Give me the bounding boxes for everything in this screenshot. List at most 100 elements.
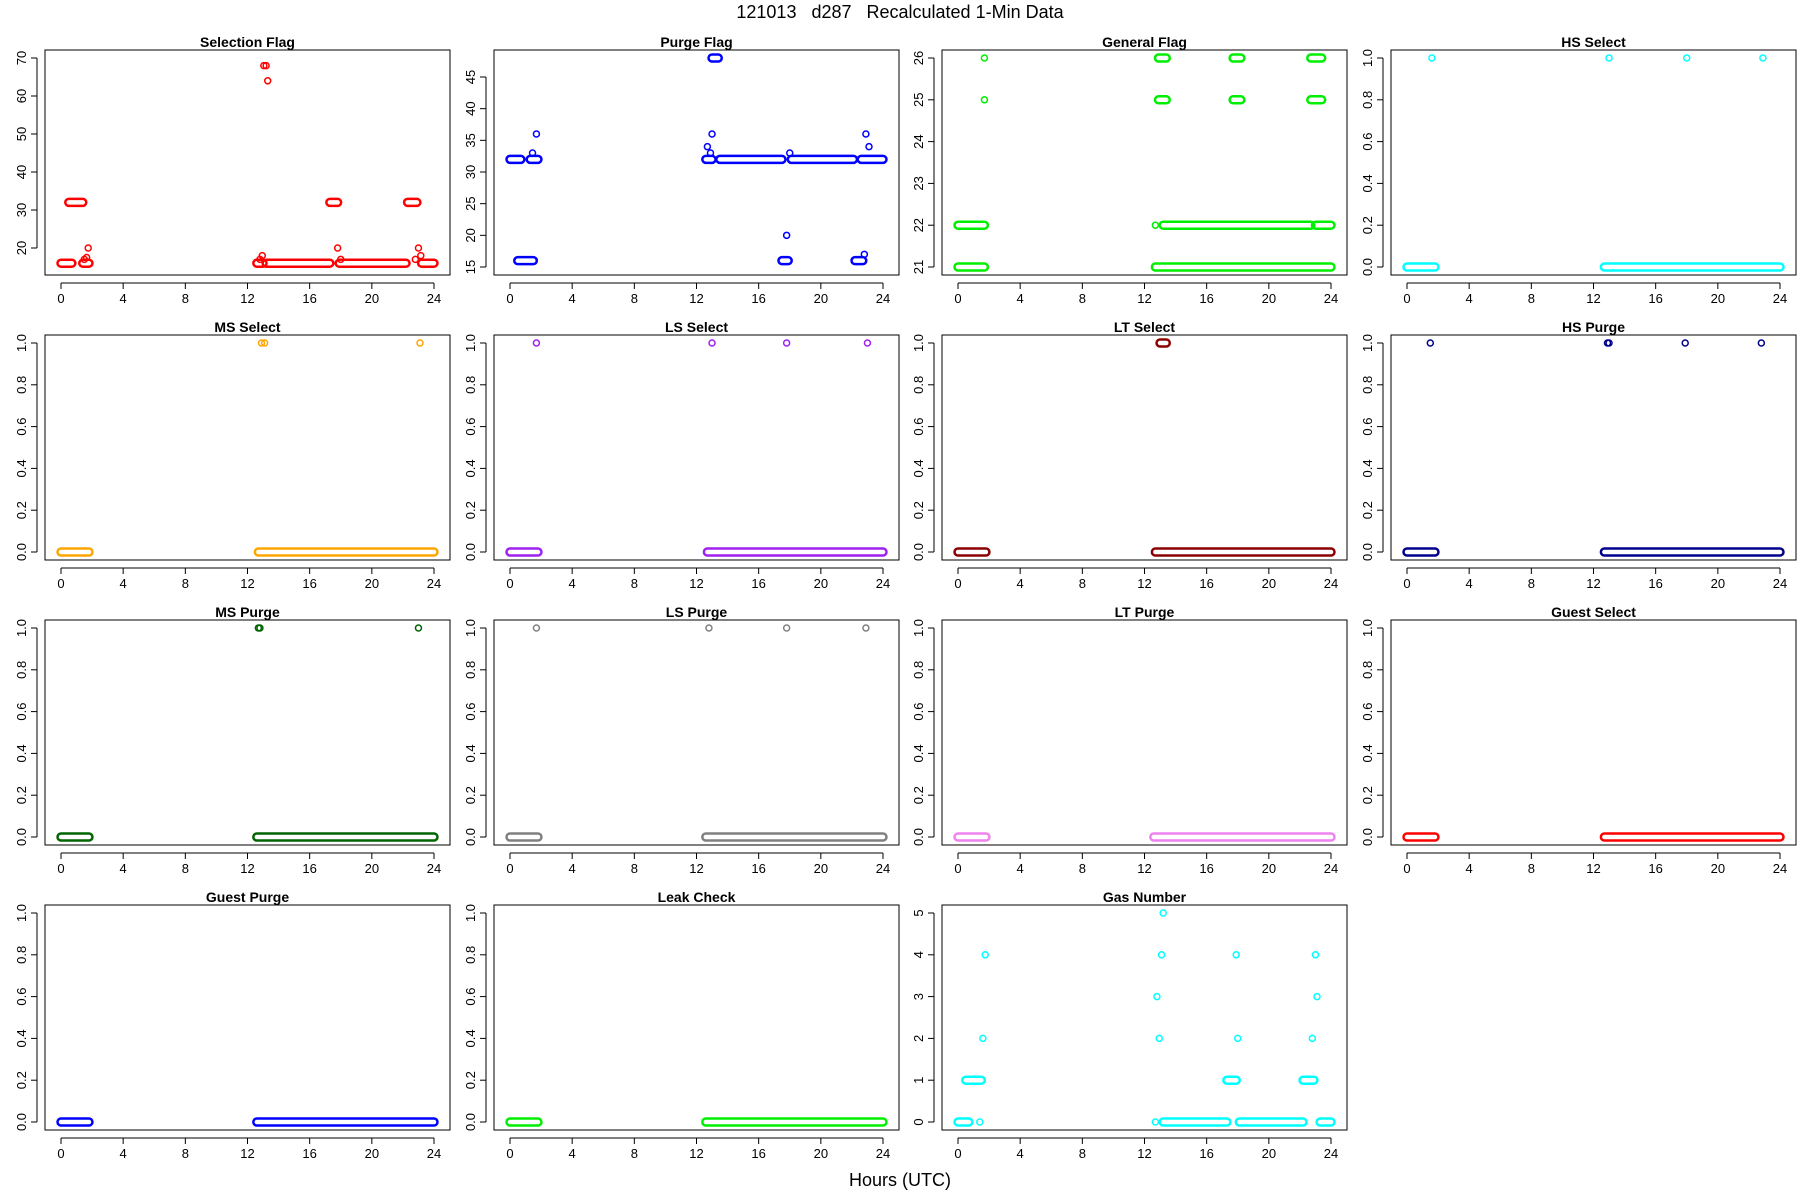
x-tick-label: 20 bbox=[1262, 1146, 1276, 1161]
y-tick-label: 1.0 bbox=[911, 334, 926, 352]
y-tick-label: 0.0 bbox=[463, 543, 478, 561]
panel-selection-flag: Selection Flag 0 4 8 12 16 20 24 20 30 40 50 60 70 bbox=[14, 34, 451, 306]
data-run bbox=[701, 832, 888, 842]
y-tick-label: 3 bbox=[911, 993, 926, 1000]
y-tick-label: 0.6 bbox=[14, 703, 29, 721]
data-run bbox=[953, 262, 990, 272]
x-tick-label: 8 bbox=[1079, 291, 1086, 306]
data-point bbox=[1681, 339, 1689, 347]
x-tick-label: 12 bbox=[1137, 291, 1151, 306]
x-tick-label: 0 bbox=[57, 861, 64, 876]
y-tick-label: 1.0 bbox=[14, 334, 29, 352]
y-tick-label: 1.0 bbox=[1360, 49, 1375, 67]
x-tick-label: 20 bbox=[365, 291, 379, 306]
data-point bbox=[703, 142, 712, 151]
panel-ms-select: MS Select 0 4 8 12 16 20 24 0.0 0.2 0.4 0.6 0.8 1.0 bbox=[14, 319, 451, 591]
x-tick-label: 24 bbox=[876, 861, 890, 876]
y-tick-label: 70 bbox=[14, 51, 29, 65]
panel-title: LS Select bbox=[665, 319, 728, 335]
x-tick-label: 4 bbox=[569, 576, 576, 591]
data-run bbox=[1222, 1075, 1241, 1085]
data-run bbox=[702, 547, 888, 557]
y-tick-label: 0.8 bbox=[463, 946, 478, 964]
data-run bbox=[505, 547, 543, 557]
data-run bbox=[64, 197, 88, 208]
data-point bbox=[1313, 992, 1321, 1001]
data-point bbox=[980, 54, 989, 62]
data-run bbox=[850, 255, 868, 266]
x-tick-label: 20 bbox=[365, 861, 379, 876]
y-tick-label: 20 bbox=[14, 241, 29, 255]
data-run bbox=[777, 255, 793, 266]
data-point bbox=[1605, 339, 1613, 347]
plot-frame bbox=[941, 904, 1348, 1131]
x-tick-label: 20 bbox=[365, 576, 379, 591]
data-run bbox=[1310, 220, 1336, 230]
y-tick-label: 1.0 bbox=[14, 619, 29, 637]
x-tick-label: 12 bbox=[689, 861, 703, 876]
panel-title: Purge Flag bbox=[660, 34, 732, 50]
x-tick-label: 16 bbox=[751, 291, 765, 306]
y-tick-label: 0.4 bbox=[1360, 459, 1375, 477]
x-tick-label: 0 bbox=[954, 861, 961, 876]
y-tick-label: 23 bbox=[911, 176, 926, 190]
panel-lt-purge: LT Purge 0 4 8 12 16 20 24 0.0 0.2 0.4 0.6 0.8 1.0 bbox=[911, 604, 1348, 876]
y-tick-label: 0.0 bbox=[14, 828, 29, 846]
y-tick-label: 0.0 bbox=[1360, 828, 1375, 846]
x-tick-label: 12 bbox=[1586, 291, 1600, 306]
x-tick-label: 4 bbox=[1017, 861, 1024, 876]
y-tick-label: 35 bbox=[463, 133, 478, 147]
y-tick-label: 0.2 bbox=[463, 501, 478, 519]
x-tick-label: 20 bbox=[814, 1146, 828, 1161]
data-point bbox=[417, 251, 425, 260]
y-tick-label: 0.6 bbox=[14, 988, 29, 1006]
y-tick-label: 0.8 bbox=[463, 661, 478, 679]
data-run bbox=[786, 154, 859, 165]
y-tick-label: 0.8 bbox=[1360, 376, 1375, 394]
data-run bbox=[1150, 547, 1336, 557]
data-point bbox=[263, 77, 272, 85]
y-tick-label: 0.8 bbox=[1360, 91, 1375, 109]
y-tick-label: 50 bbox=[14, 127, 29, 141]
y-tick-label: 2 bbox=[911, 1035, 926, 1042]
y-tick-label: 0.2 bbox=[463, 786, 478, 804]
data-point bbox=[705, 624, 713, 632]
y-tick-label: 0.0 bbox=[911, 543, 926, 561]
y-tick-label: 0.4 bbox=[911, 744, 926, 762]
y-tick-label: 0.8 bbox=[14, 946, 29, 964]
data-point bbox=[1234, 1034, 1242, 1043]
data-point bbox=[416, 339, 424, 347]
data-point bbox=[782, 231, 791, 240]
data-run bbox=[1228, 53, 1246, 63]
x-tick-label: 0 bbox=[57, 1146, 64, 1161]
data-point bbox=[865, 142, 873, 151]
x-tick-label: 0 bbox=[954, 576, 961, 591]
x-tick-label: 24 bbox=[427, 861, 441, 876]
y-tick-label: 0.2 bbox=[911, 501, 926, 519]
data-point bbox=[860, 250, 869, 259]
data-point bbox=[1151, 221, 1160, 229]
data-point bbox=[708, 130, 716, 138]
y-tick-label: 4 bbox=[911, 951, 926, 958]
x-tick-label: 0 bbox=[57, 291, 64, 306]
y-tick-label: 40 bbox=[463, 101, 478, 115]
x-tick-label: 4 bbox=[120, 576, 127, 591]
x-tick-label: 8 bbox=[631, 861, 638, 876]
data-run bbox=[1158, 1117, 1232, 1127]
data-run bbox=[1155, 338, 1172, 348]
y-tick-label: 0.8 bbox=[911, 376, 926, 394]
x-tick-label: 8 bbox=[182, 861, 189, 876]
y-tick-label: 30 bbox=[14, 203, 29, 217]
x-tick-label: 24 bbox=[1773, 576, 1787, 591]
x-tick-label: 0 bbox=[506, 576, 513, 591]
data-run bbox=[707, 53, 724, 63]
panel-title: LT Select bbox=[1114, 319, 1176, 335]
data-point bbox=[782, 339, 791, 347]
data-run bbox=[253, 547, 439, 557]
y-tick-label: 0.0 bbox=[463, 1113, 478, 1131]
x-tick-label: 24 bbox=[1324, 291, 1338, 306]
data-point bbox=[532, 130, 541, 138]
y-tick-label: 0.4 bbox=[14, 459, 29, 477]
data-point bbox=[1605, 54, 1613, 62]
x-tick-label: 12 bbox=[689, 291, 703, 306]
